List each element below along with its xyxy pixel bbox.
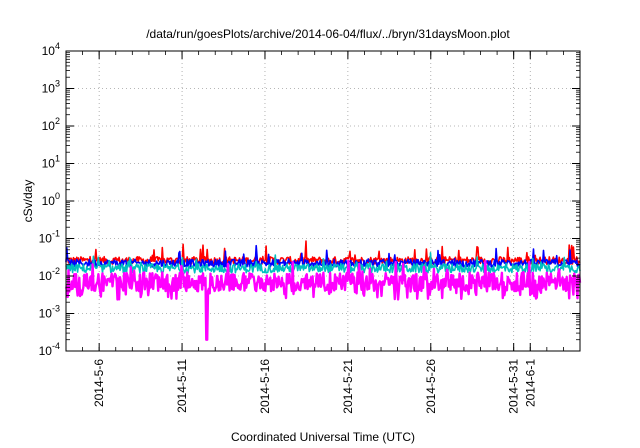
- y-tick-label: 102: [42, 116, 60, 133]
- x-tick-labels: 2014-5-6 2014-5-11 2014-5-16 2014-5-21 2014-…: [92, 359, 537, 414]
- axis-ticks: [65, 50, 581, 352]
- x-tick-label: 2014-5-11: [175, 359, 189, 413]
- data-series: [64, 240, 582, 341]
- x-tick-label: 2014-5-31: [507, 359, 521, 414]
- y-tick-label: 104: [42, 41, 60, 58]
- chart-title: /data/run/goesPlots/archive/2014-06-04/f…: [146, 27, 510, 41]
- y-axis-label: cSv/day: [21, 180, 35, 223]
- y-tick-label: 100: [42, 191, 60, 208]
- y-tick-label: 10-1: [39, 229, 60, 246]
- x-tick-label: 2014-5-6: [92, 359, 106, 407]
- x-tick-label: 2014-6-1: [523, 359, 537, 407]
- y-tick-label: 101: [42, 154, 60, 171]
- x-tick-label: 2014-5-21: [341, 359, 355, 414]
- x-axis-label: Coordinated Universal Time (UTC): [231, 430, 415, 444]
- x-tick-label: 2014-5-26: [424, 359, 438, 414]
- y-tick-label: 10-3: [39, 304, 60, 321]
- series-line-4: [64, 259, 582, 341]
- grid-lines: [66, 51, 580, 351]
- x-tick-label: 2014-5-16: [258, 359, 272, 414]
- y-tick-label: 10-4: [39, 341, 60, 358]
- y-tick-labels: 10-4 10-3 10-2 10-1 100 101 102 103 104: [39, 41, 60, 358]
- y-tick-label: 10-2: [39, 266, 60, 283]
- series-line-3: [65, 252, 581, 274]
- y-tick-label: 103: [42, 79, 60, 96]
